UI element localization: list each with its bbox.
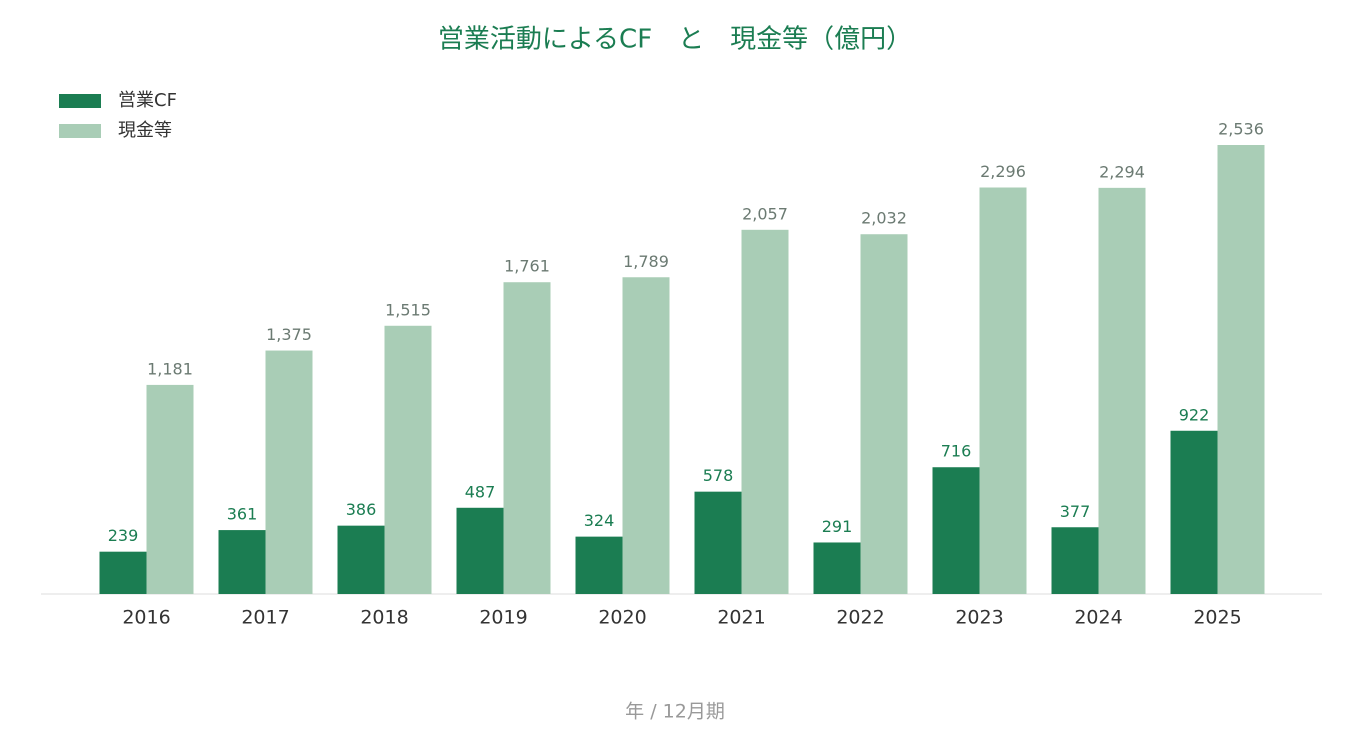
value-label: 377 <box>1060 502 1091 521</box>
x-tick-label: 2024 <box>1074 607 1122 629</box>
value-label: 291 <box>822 517 853 536</box>
bar <box>99 551 147 594</box>
x-tick-label: 2020 <box>598 607 646 629</box>
x-tick-label: 2019 <box>479 607 527 629</box>
bar <box>932 467 980 594</box>
value-label: 487 <box>465 482 496 501</box>
value-label: 2,032 <box>861 209 907 228</box>
x-tick-label: 2017 <box>241 607 289 629</box>
legend-swatch <box>59 94 101 108</box>
value-label: 2,296 <box>980 162 1026 181</box>
x-tick-label: 2018 <box>360 607 408 629</box>
value-label: 239 <box>108 526 139 545</box>
value-label: 2,536 <box>1218 120 1264 139</box>
legend-label: 営業CF <box>118 90 177 111</box>
bar <box>1098 187 1146 594</box>
x-tick-label: 2022 <box>836 607 884 629</box>
bar <box>384 325 432 594</box>
x-tick-label: 2021 <box>717 607 765 629</box>
value-label: 716 <box>941 442 972 461</box>
value-label: 1,515 <box>385 300 431 319</box>
bar <box>456 507 504 594</box>
bar <box>741 229 789 594</box>
value-label: 1,375 <box>266 325 312 344</box>
value-label: 578 <box>703 466 734 485</box>
legend-swatch <box>59 124 101 138</box>
bar <box>622 277 670 594</box>
bar <box>337 525 385 594</box>
x-tick-label: 2016 <box>122 607 170 629</box>
bar <box>1217 145 1265 594</box>
bar <box>813 542 861 594</box>
bar <box>1051 527 1099 594</box>
x-axis-label: 年 / 12月期 <box>625 701 725 723</box>
bar <box>265 350 313 594</box>
bar <box>1170 430 1218 594</box>
value-label: 2,294 <box>1099 162 1145 181</box>
value-label: 2,057 <box>742 204 788 223</box>
value-label: 1,181 <box>147 359 193 378</box>
x-tick-label: 2023 <box>955 607 1003 629</box>
bar <box>503 282 551 594</box>
bar <box>575 536 623 594</box>
value-label: 1,789 <box>623 252 669 271</box>
value-label: 361 <box>227 505 258 524</box>
bar <box>218 530 266 594</box>
bar <box>860 234 908 594</box>
value-label: 324 <box>584 511 615 530</box>
value-label: 922 <box>1179 405 1210 424</box>
value-label: 1,761 <box>504 257 550 276</box>
bar <box>694 491 742 594</box>
chart-title: 営業活動によるCF と 現金等（億円） <box>438 25 912 55</box>
x-tick-label: 2025 <box>1193 607 1241 629</box>
bar <box>979 187 1027 594</box>
legend-label: 現金等 <box>118 120 172 141</box>
bar <box>146 384 194 594</box>
value-label: 386 <box>346 500 377 519</box>
